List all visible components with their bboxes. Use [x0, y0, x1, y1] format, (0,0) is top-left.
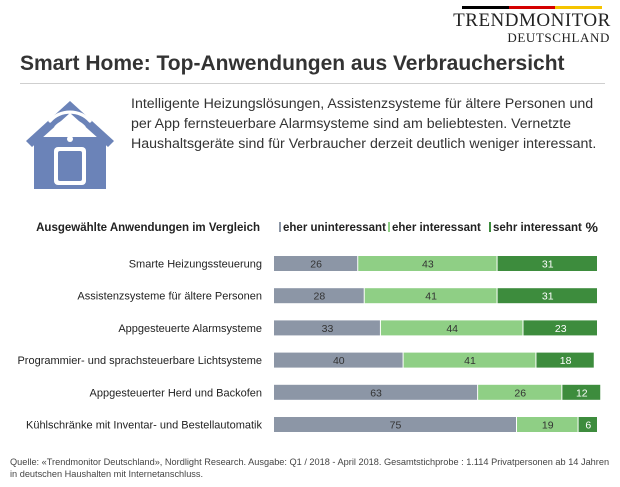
- data-label: 19: [542, 420, 554, 432]
- bar-segment: [497, 288, 597, 304]
- logo-flag-stripe: [462, 6, 603, 9]
- bar-segment: [523, 320, 597, 336]
- bar-segment: [497, 256, 597, 271]
- wifi-arc-1: [60, 128, 80, 135]
- legend-swatch-sehr-interessant: [489, 222, 491, 232]
- bar-segment: [403, 352, 536, 368]
- legend-label-sehr-interessant: sehr interessant: [493, 222, 582, 234]
- data-label: 41: [425, 291, 437, 303]
- data-label: 18: [560, 355, 572, 367]
- wifi-dot: [67, 136, 73, 142]
- legend-swatch-interessant: [388, 222, 390, 232]
- bar-segment: [274, 352, 403, 368]
- source-note: Quelle: «Trendmonitor Deutschland», Nord…: [10, 457, 610, 479]
- category-label: Programmier- und sprachsteuerbare Lichts…: [17, 355, 262, 367]
- logo-wordmark: TRENDMONITOR: [453, 10, 611, 31]
- unit-label: %: [585, 219, 598, 235]
- legend-swatch-uninteressant: [279, 222, 281, 232]
- legend-item-uninteressant: eher uninteressant: [279, 222, 386, 234]
- legend-label-uninteressant: eher uninteressant: [283, 222, 386, 234]
- data-label: 6: [585, 420, 591, 432]
- data-label: 26: [310, 259, 322, 271]
- bar-segment: [562, 384, 601, 400]
- bar-segment: [274, 256, 358, 271]
- data-label: 23: [555, 323, 567, 335]
- bar-segment: [380, 320, 523, 336]
- wifi-arc-2: [54, 119, 86, 129]
- bar-segment: [517, 417, 578, 432]
- intro-text: Intelligente Heizungslösungen, Assistenz…: [131, 96, 597, 152]
- legend-item-interessant: eher interessant: [388, 222, 481, 234]
- category-label: Appgesteuerte Alarmsysteme: [118, 323, 262, 335]
- data-label: 33: [322, 323, 334, 335]
- legend-label-interessant: eher interessant: [392, 222, 481, 234]
- legend-item-sehr-interessant: sehr interessant: [489, 222, 582, 234]
- data-label: 31: [542, 291, 554, 303]
- category-label: Smarte Heizungssteuerung: [129, 259, 262, 271]
- data-label: 40: [333, 355, 345, 367]
- data-label: 31: [542, 259, 554, 271]
- bar-segment: [274, 320, 380, 336]
- data-label: 44: [446, 323, 458, 335]
- category-label: Kühlschränke mit Inventar- und Bestellau…: [26, 420, 263, 432]
- data-label: 26: [514, 387, 526, 399]
- bar-segment: [274, 417, 516, 432]
- smart-home-house-phone-wifi-icon: [26, 101, 114, 189]
- bar-segment: [274, 288, 364, 304]
- brand-logo: TRENDMONITOR DEUTSCHLAND: [452, 6, 612, 45]
- bar-segment: [478, 384, 562, 400]
- data-label: 43: [422, 259, 434, 271]
- category-label: Appgesteuerter Herd und Backofen: [90, 387, 262, 399]
- flag-red: [508, 6, 556, 9]
- data-label: 75: [390, 420, 402, 432]
- categories-header: Ausgewählte Anwendungen im Vergleich: [36, 222, 260, 234]
- flag-gold: [555, 6, 603, 9]
- category-label: Assistenzsysteme für ältere Personen: [77, 291, 262, 303]
- title-divider: [20, 83, 605, 84]
- data-label: 41: [464, 355, 476, 367]
- bar-segment: [364, 288, 497, 304]
- logo-subtitle: DEUTSCHLAND: [507, 30, 610, 45]
- wifi-arc-3: [48, 110, 92, 123]
- data-label: 12: [576, 387, 588, 399]
- bar-segment: [358, 256, 497, 271]
- page-title: Smart Home: Top-Anwendungen aus Verbrauc…: [20, 52, 565, 75]
- data-label: 63: [370, 387, 382, 399]
- phone-screen: [58, 151, 82, 181]
- bar-segment: [536, 352, 594, 368]
- data-label: 28: [314, 291, 326, 303]
- flag-black: [462, 6, 509, 9]
- bar-segment: [578, 417, 597, 432]
- bar-segment: [274, 384, 478, 400]
